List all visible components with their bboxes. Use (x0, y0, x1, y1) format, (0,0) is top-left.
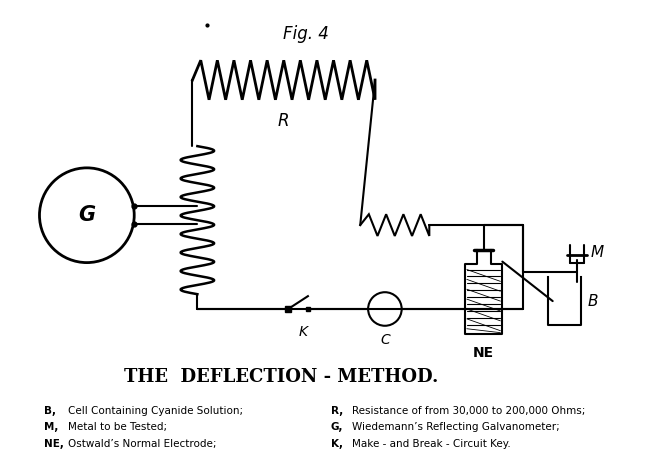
Text: G,: G, (331, 423, 343, 432)
Text: Metal to be Tested;: Metal to be Tested; (68, 423, 167, 432)
Text: Fig. 4: Fig. 4 (283, 25, 329, 43)
Text: K: K (298, 325, 307, 339)
Text: R: R (278, 112, 289, 130)
Text: Make - and Break - Circuit Key.: Make - and Break - Circuit Key. (353, 439, 511, 449)
Text: K,: K, (331, 439, 343, 449)
Text: R,: R, (331, 405, 343, 416)
Text: NE,: NE, (45, 439, 64, 449)
Text: Wiedemann’s Reflecting Galvanometer;: Wiedemann’s Reflecting Galvanometer; (353, 423, 560, 432)
Text: B: B (587, 293, 598, 309)
Text: THE  DEFLECTION - METHOD.: THE DEFLECTION - METHOD. (124, 368, 439, 386)
Text: M,: M, (45, 423, 59, 432)
Text: Resistance of from 30,000 to 200,000 Ohms;: Resistance of from 30,000 to 200,000 Ohm… (353, 405, 586, 416)
Text: M: M (590, 245, 603, 260)
Text: Ostwald’s Normal Electrode;: Ostwald’s Normal Electrode; (68, 439, 217, 449)
Text: C: C (380, 332, 389, 347)
Text: NE: NE (473, 345, 494, 359)
Text: B,: B, (45, 405, 56, 416)
Text: Cell Containing Cyanide Solution;: Cell Containing Cyanide Solution; (68, 405, 243, 416)
Text: G: G (78, 205, 95, 225)
